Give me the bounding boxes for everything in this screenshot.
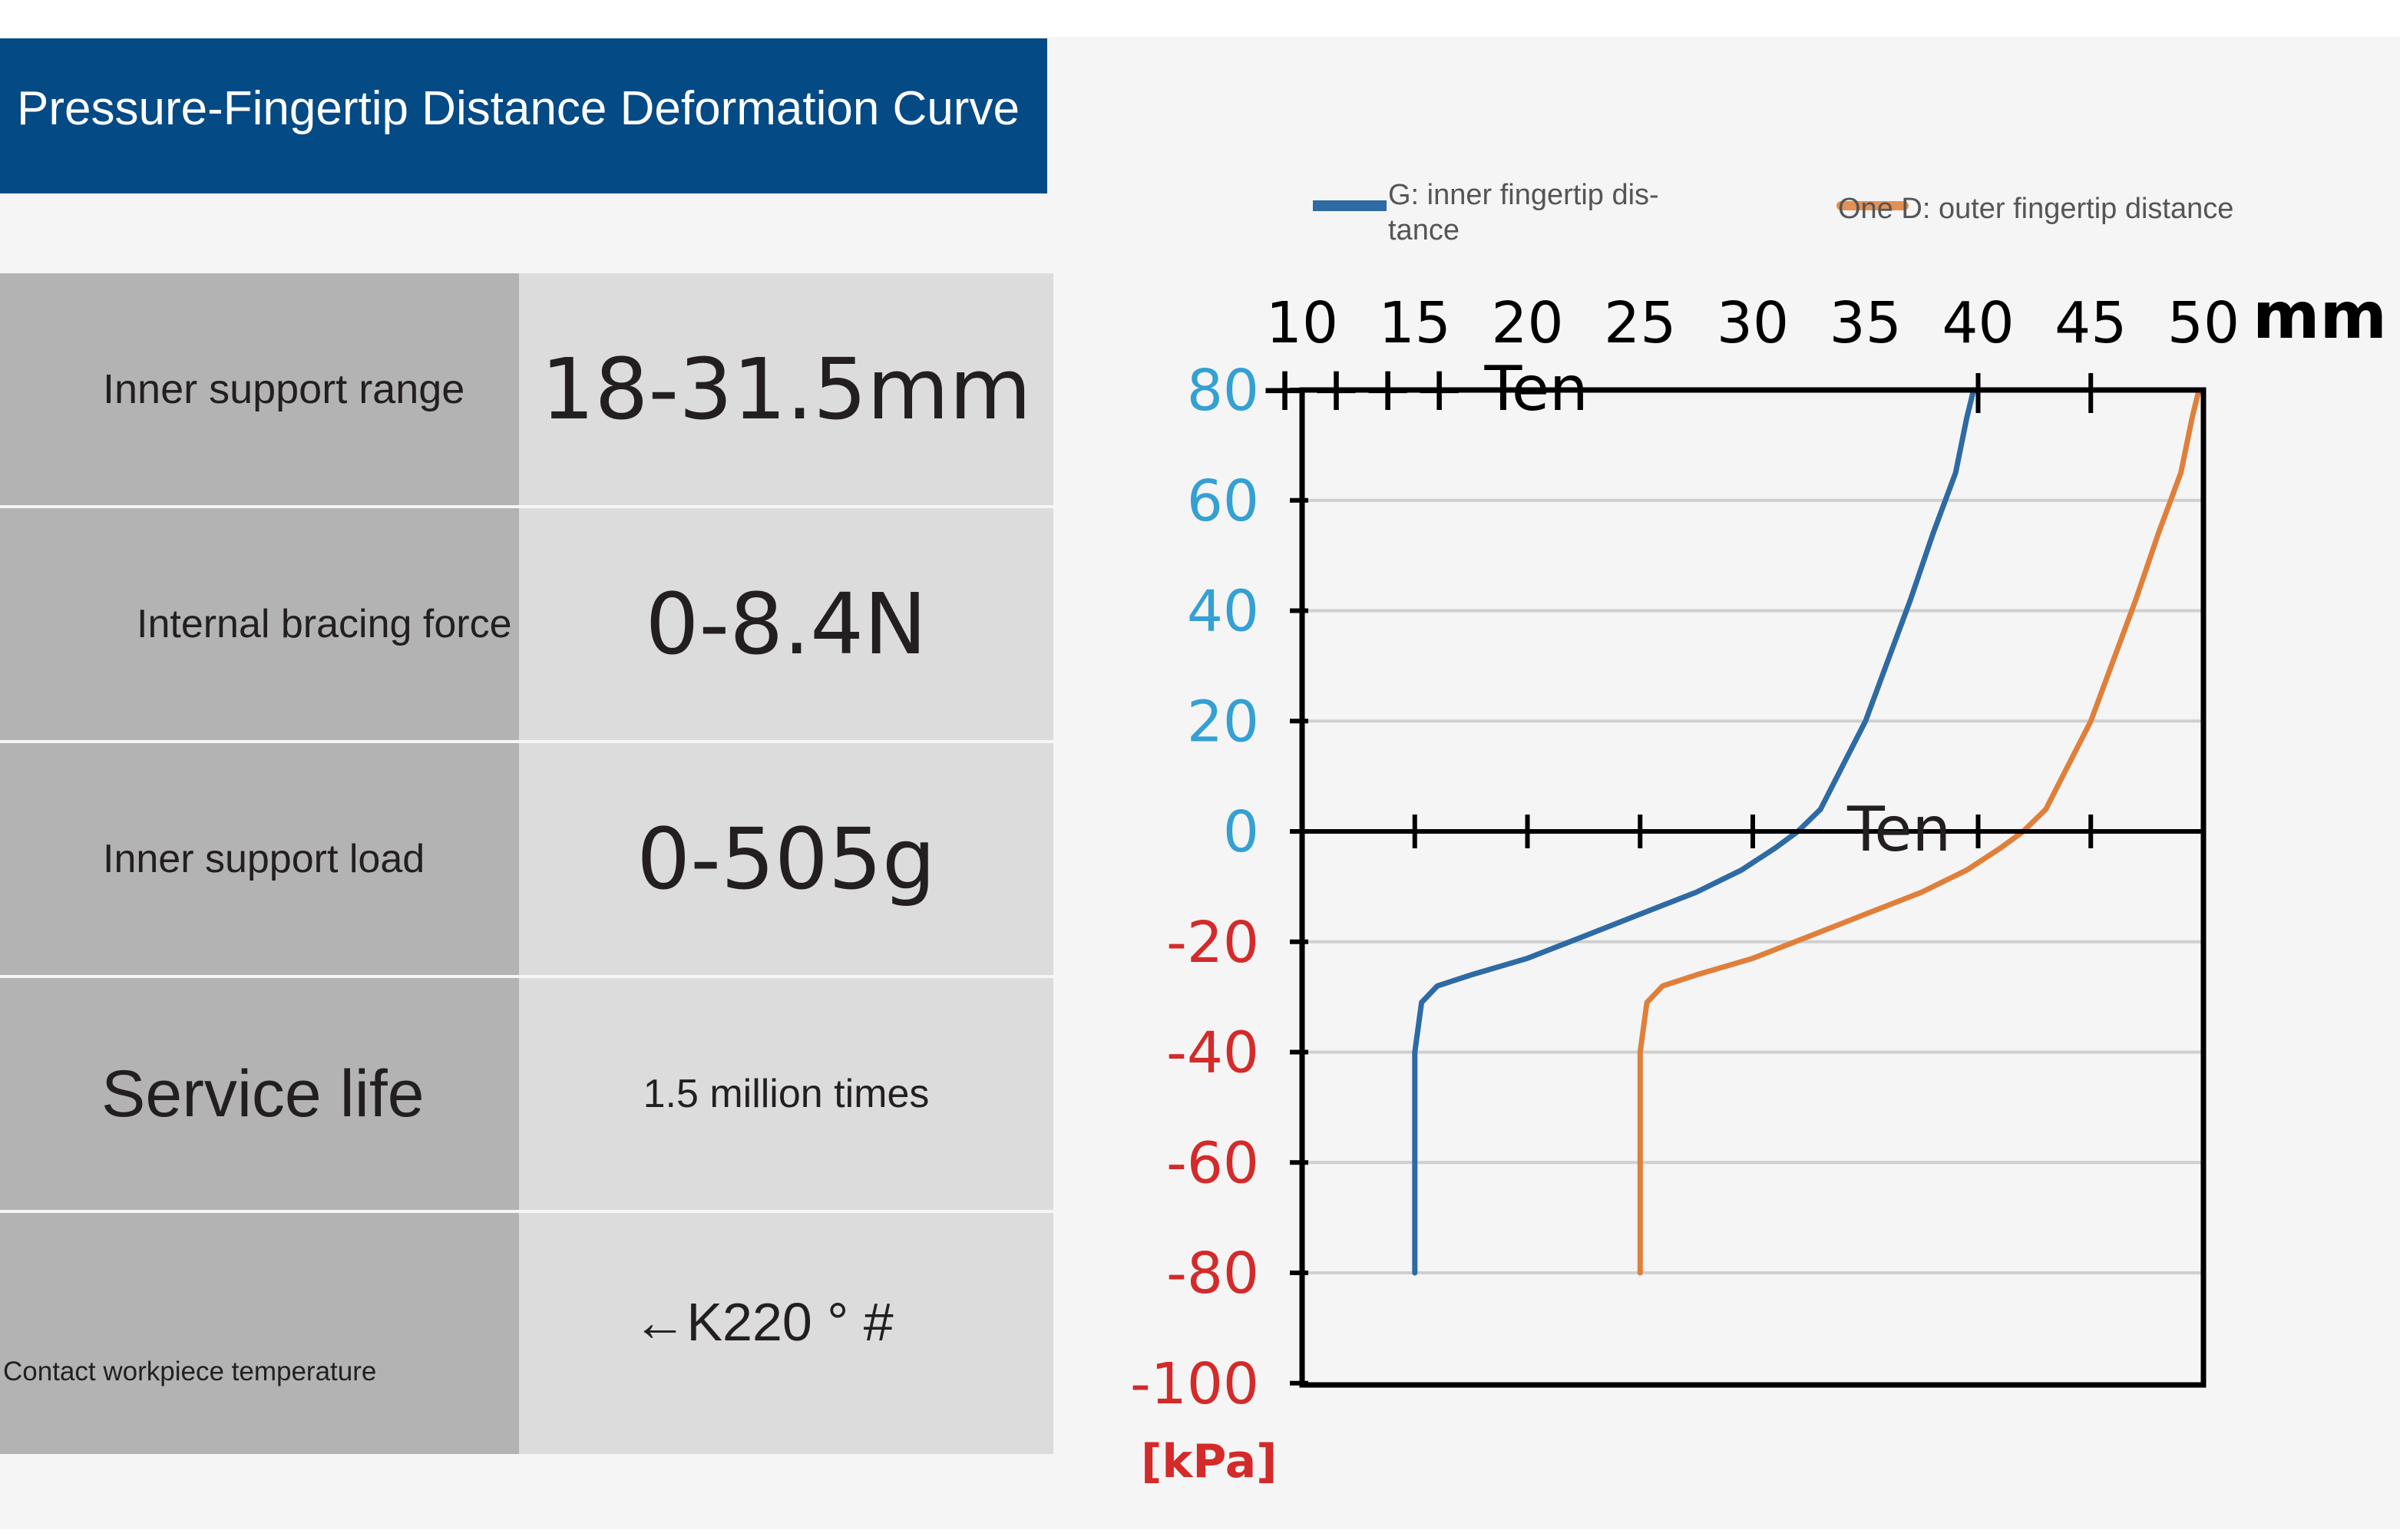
spec-value: 0-505g [519, 743, 1053, 975]
spec-table: Inner support range 18-31.5mm Internal b… [0, 273, 1053, 1454]
spec-value: ←K220 ° # [519, 1213, 1053, 1454]
plot-frame [1299, 387, 2207, 1388]
spec-row-service-life: Service life 1.5 million times [0, 978, 1053, 1210]
x-tick-label: 45 [2055, 290, 2127, 356]
series-line-outer [1637, 387, 2202, 1276]
annotation-top: ++++ Ten [1259, 353, 1588, 425]
spec-label: Inner support load [0, 743, 519, 975]
chart-title: Pressure-Fingertip Distance Deformation … [17, 82, 1020, 135]
tick-labels: 80 60 40 20 0 -20 -40 -60 -80 -100 10 15 20 25 30 35 40 4… [1130, 290, 2240, 1417]
x-axis-unit-label: mm [2253, 278, 2387, 353]
x-tick-label: 30 [1717, 290, 1789, 356]
y-tick-label: 0 [1223, 799, 1259, 865]
spec-value: 1.5 million times [519, 978, 1053, 1210]
y-tick-label: 20 [1187, 689, 1259, 755]
y-tick-label: 40 [1187, 579, 1259, 645]
spec-row-inner-support-range: Inner support range 18-31.5mm [0, 273, 1053, 505]
spec-row-inner-support-load: Inner support load 0-505g [0, 743, 1053, 975]
x-tick-label: 40 [1942, 290, 2014, 356]
y-tick-label: -40 [1166, 1020, 1259, 1086]
gridlines [1302, 498, 2203, 1274]
x-tick-label: 50 [2167, 290, 2240, 356]
y-tick-label: -60 [1166, 1130, 1259, 1196]
x-tick-label: 10 [1266, 290, 1338, 356]
spec-label: Internal bracing force [0, 508, 519, 740]
annotation-zero: Ten [1846, 794, 1951, 865]
y-tick-label: -20 [1166, 910, 1259, 976]
series-lines [1412, 387, 2202, 1276]
y-axis-unit-label: [kPa] [1141, 1435, 1278, 1489]
y-tick-label: -100 [1130, 1351, 1259, 1417]
y-tick-label: 80 [1187, 358, 1259, 424]
bottom-strip [0, 1529, 2400, 1540]
spec-row-contact-workpiece-temperature: Contact workpiece temperature ←K220 ° # [0, 1213, 1053, 1454]
x-tick-label: 15 [1379, 290, 1451, 356]
tick-marks [1290, 373, 2094, 1386]
legend-label-outer: One D: outer fingertip distance [1838, 193, 2233, 225]
top-strip [0, 0, 2400, 37]
x-tick-label: 35 [1830, 290, 1902, 356]
series-line-inner [1412, 387, 1977, 1276]
spec-row-internal-bracing-force: Internal bracing force 0-8.4N [0, 508, 1053, 740]
y-tick-label: 60 [1187, 468, 1259, 534]
legend-label-inner: G: inner fingertip dis- tance [1388, 179, 1667, 246]
spec-label: Inner support range [0, 273, 519, 505]
spec-label: Contact workpiece temperature [0, 1213, 519, 1454]
y-tick-label: -80 [1166, 1241, 1259, 1307]
x-tick-label: 25 [1604, 290, 1676, 356]
title-banner: Pressure-Fingertip Distance Deformation … [0, 38, 1047, 193]
spec-label: Service life [0, 978, 519, 1210]
spec-value: 18-31.5mm [519, 273, 1053, 505]
spec-value: 0-8.4N [519, 508, 1053, 740]
x-tick-label: 20 [1491, 290, 1563, 356]
